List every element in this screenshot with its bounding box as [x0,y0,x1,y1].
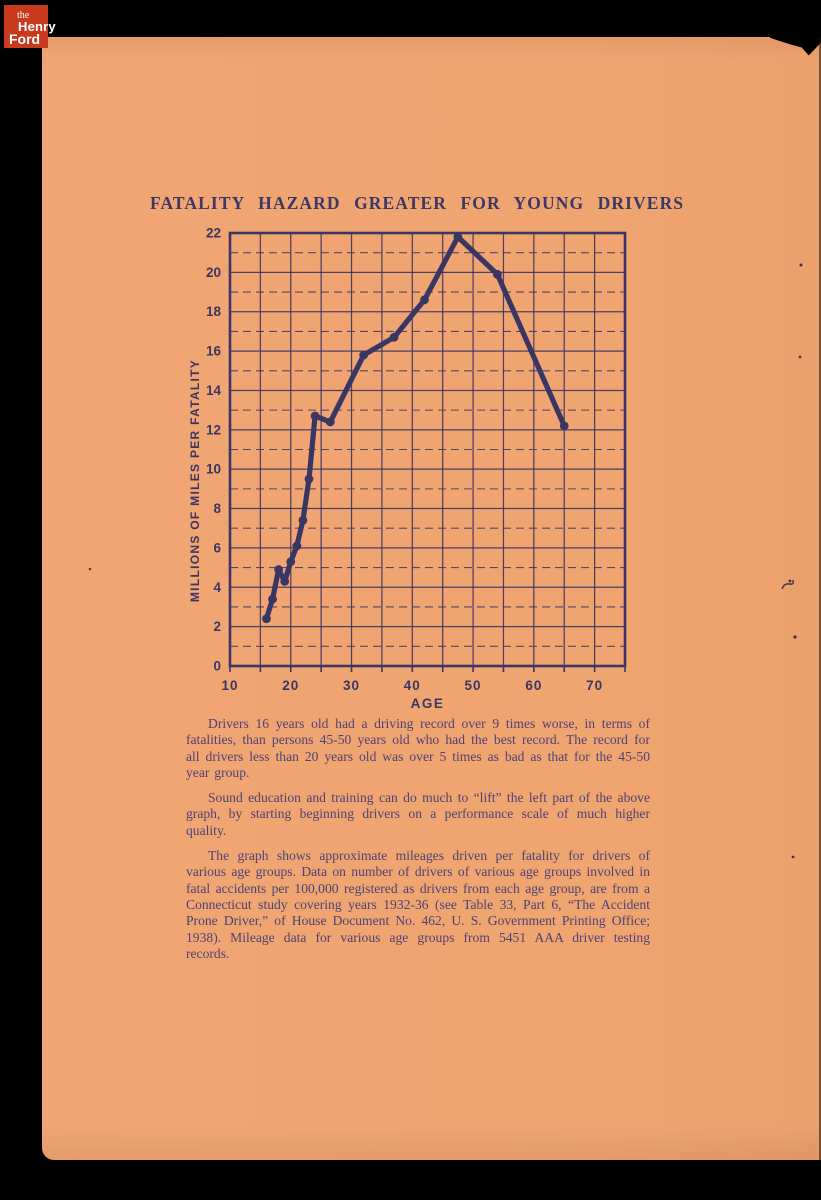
svg-text:60: 60 [525,678,542,693]
svg-text:MILLIONS OF MILES PER FATALITY: MILLIONS OF MILES PER FATALITY [188,359,202,602]
body-text: Drivers 16 years old had a driving recor… [186,716,650,971]
svg-text:30: 30 [343,678,360,693]
page-title: FATALITY HAZARD GREATER FOR YOUNG DRIVER… [150,193,685,213]
svg-text:4: 4 [213,580,221,595]
svg-text:10: 10 [221,678,238,693]
svg-text:12: 12 [206,422,221,437]
paragraph: Drivers 16 years old had a driving recor… [186,716,650,780]
henry-ford-logo: the Henry Ford [4,5,74,55]
svg-text:0: 0 [213,659,221,674]
svg-text:20: 20 [206,265,221,280]
svg-text:6: 6 [213,540,221,555]
paragraph: The graph shows approximate mileages dri… [186,848,650,961]
svg-text:50: 50 [465,678,482,693]
fatality-chart: 10 20 30 40 50 60 70 0 2 4 6 8 10 12 14 16 18 20 22 AGE MILL… [188,226,627,711]
svg-text:14: 14 [206,383,222,398]
logo-text-the: the [17,10,30,21]
paragraph: Sound education and training can do much… [186,790,650,838]
page-right-edge [819,37,821,1160]
logo-text-ford: Ford [9,31,41,47]
svg-text:8: 8 [213,501,221,516]
svg-text:70: 70 [586,678,603,693]
svg-text:AGE: AGE [411,696,445,711]
svg-text:20: 20 [282,678,299,693]
svg-text:18: 18 [206,304,222,319]
logo-text-henry: Henry [18,19,56,34]
svg-text:22: 22 [206,226,221,241]
svg-text:10: 10 [206,462,221,477]
svg-text:16: 16 [206,344,222,359]
logo-red-square [4,5,48,48]
svg-text:2: 2 [213,619,221,634]
svg-text:40: 40 [404,678,421,693]
